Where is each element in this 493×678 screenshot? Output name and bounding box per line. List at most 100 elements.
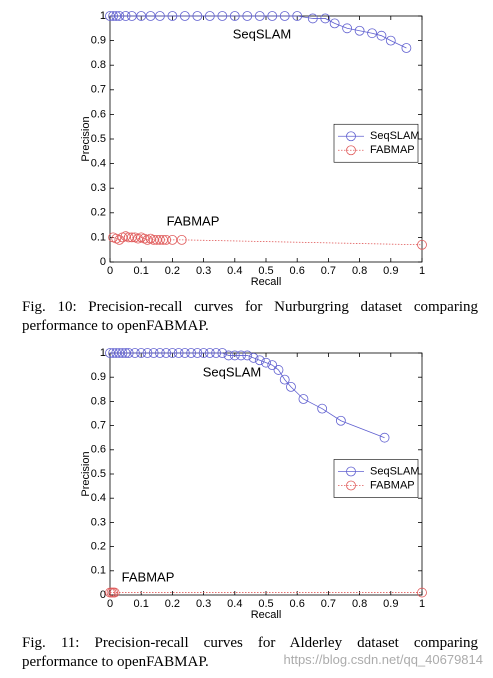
point <box>223 350 234 361</box>
point <box>329 18 340 29</box>
point <box>204 11 215 21</box>
point <box>204 348 215 358</box>
y-tick-label: 0.6 <box>91 108 106 120</box>
point <box>417 587 427 598</box>
x-tick-label: 0.2 <box>165 598 180 610</box>
x-tick-label: 0.7 <box>321 598 336 610</box>
y-tick-label: 0 <box>100 589 106 601</box>
point <box>148 348 159 358</box>
x-tick-label: 0.6 <box>290 598 305 610</box>
y-tick-label: 0.9 <box>91 35 106 47</box>
series-line <box>112 235 423 246</box>
x-tick-label: 0.4 <box>227 598 242 610</box>
x-tick-label: 1 <box>419 598 425 610</box>
y-tick-label: 0.7 <box>91 84 106 96</box>
legend-marker <box>346 131 356 142</box>
y-axis-label: Precision <box>80 116 92 161</box>
watermark: https://blog.csdn.net/qq_40679814 <box>283 652 484 667</box>
x-tick-label: 0 <box>107 265 113 277</box>
y-tick-label: 0.7 <box>91 420 106 432</box>
point <box>385 35 396 46</box>
point <box>186 348 197 358</box>
point <box>198 348 209 358</box>
x-tick-label: 0.9 <box>383 598 398 610</box>
caption: Fig. 11: Precision-recall curves for Ald… <box>22 635 478 670</box>
point <box>242 11 253 21</box>
y-tick-label: 0.6 <box>91 444 106 456</box>
legend-label: SeqSLAM <box>370 465 420 477</box>
series-line <box>110 352 385 439</box>
point <box>123 348 134 358</box>
y-tick-label: 0.3 <box>91 182 106 194</box>
point <box>155 11 165 21</box>
y-tick-label: 1 <box>100 10 106 22</box>
point <box>376 30 387 41</box>
x-tick-label: 1 <box>419 265 425 277</box>
y-axis-label: Precision <box>80 451 92 496</box>
point <box>354 25 365 36</box>
y-tick-label: 0.1 <box>91 231 106 243</box>
point <box>320 13 331 24</box>
point <box>279 374 290 385</box>
point <box>211 348 221 358</box>
point <box>179 348 190 358</box>
point <box>242 350 253 361</box>
y-tick-label: 0.2 <box>91 207 106 219</box>
point <box>279 11 290 21</box>
point <box>267 11 278 21</box>
annotation: FABMAP <box>167 213 220 228</box>
y-tick-label: 0.8 <box>91 59 106 71</box>
point <box>229 11 240 21</box>
point <box>142 348 153 358</box>
legend-label: FABMAP <box>370 479 415 491</box>
x-tick-label: 0.8 <box>352 265 367 277</box>
point <box>114 234 125 245</box>
point <box>342 23 353 34</box>
x-tick-label: 0.8 <box>352 598 367 610</box>
point <box>120 11 131 21</box>
point <box>229 350 240 361</box>
x-tick-label: 0.9 <box>383 265 398 277</box>
y-tick-label: 0.4 <box>91 492 106 504</box>
x-tick-label: 0.5 <box>258 265 273 277</box>
point <box>192 348 203 358</box>
point <box>307 13 318 24</box>
x-tick-label: 0 <box>107 598 113 610</box>
point <box>317 403 328 414</box>
y-tick-label: 0 <box>100 256 106 268</box>
legend-marker <box>346 480 356 491</box>
x-tick-label: 0.1 <box>134 598 149 610</box>
point <box>298 394 309 404</box>
x-tick-label: 0.5 <box>258 598 273 610</box>
point <box>173 348 184 358</box>
point <box>136 348 147 358</box>
legend-label: SeqSLAM <box>370 130 420 142</box>
x-tick-label: 0.4 <box>227 265 242 277</box>
point <box>114 11 125 21</box>
point <box>123 232 134 243</box>
legend-marker <box>346 466 356 477</box>
y-tick-label: 0.8 <box>91 395 106 407</box>
point <box>192 11 203 21</box>
x-axis-label: Recall <box>251 609 282 621</box>
x-tick-label: 0.6 <box>290 265 305 277</box>
point <box>236 350 246 361</box>
point <box>130 348 140 358</box>
point <box>367 28 377 39</box>
point <box>254 355 265 366</box>
point <box>254 11 265 21</box>
legend-marker <box>346 145 356 156</box>
y-tick-label: 0.4 <box>91 158 106 170</box>
point <box>176 234 187 245</box>
point <box>286 381 296 392</box>
annotation: SeqSLAM <box>203 364 262 379</box>
point <box>117 348 128 358</box>
point <box>161 234 172 245</box>
point <box>292 11 303 21</box>
x-axis-label: Recall <box>251 276 282 288</box>
point <box>401 43 412 53</box>
point <box>161 348 172 358</box>
y-tick-label: 0.3 <box>91 516 106 528</box>
